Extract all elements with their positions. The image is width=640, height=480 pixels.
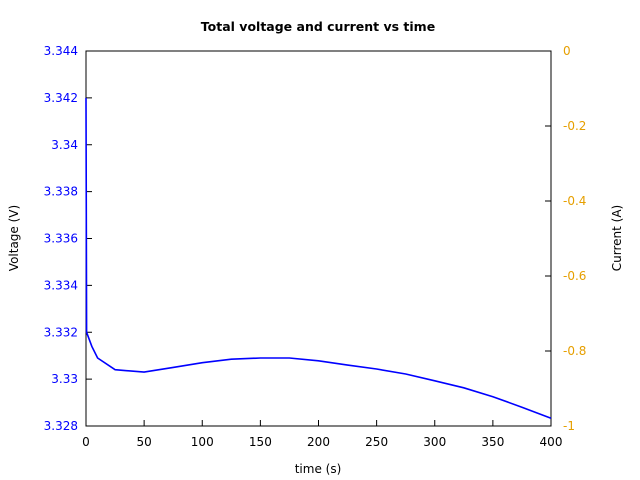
y-tick-label: 3.338 bbox=[44, 185, 78, 199]
y2-axis-label: Current (A) bbox=[610, 205, 624, 271]
x-tick-label: 150 bbox=[249, 435, 272, 449]
y2-tick-label: -1 bbox=[563, 419, 575, 433]
voltage-line bbox=[85, 97, 552, 420]
y-tick-label: 3.344 bbox=[44, 44, 78, 58]
y2-tick-label: -0.6 bbox=[563, 269, 586, 283]
x-tick-label: 250 bbox=[365, 435, 388, 449]
x-tick-label: 0 bbox=[82, 435, 90, 449]
y-tick-label: 3.342 bbox=[44, 91, 78, 105]
current-axis: -1 -0.8 -0.6 -0.4 -0.2 0 bbox=[545, 44, 586, 433]
x-tick-label: 400 bbox=[540, 435, 563, 449]
y2-tick-label: -0.4 bbox=[563, 194, 586, 208]
y2-tick-label: -0.8 bbox=[563, 344, 586, 358]
y-tick-label: 3.328 bbox=[44, 419, 78, 433]
y-tick-label: 3.336 bbox=[44, 232, 78, 246]
chart-title: Total voltage and current vs time bbox=[201, 19, 435, 34]
y2-tick-label: -0.2 bbox=[563, 119, 586, 133]
x-tick-label: 50 bbox=[136, 435, 151, 449]
x-axis-label: time (s) bbox=[295, 462, 342, 476]
voltage-axis: 3.328 3.33 3.332 3.334 3.336 3.338 3.34 3.342 3.… bbox=[44, 44, 92, 433]
y2-tick-label: 0 bbox=[563, 44, 571, 58]
y-tick-label: 3.332 bbox=[44, 325, 78, 339]
x-tick-label: 200 bbox=[307, 435, 330, 449]
x-tick-label: 300 bbox=[423, 435, 446, 449]
x-tick-label: 100 bbox=[191, 435, 214, 449]
y-tick-label: 3.33 bbox=[51, 372, 78, 386]
time-axis: 0 50 100 150 200 250 300 350 400 bbox=[82, 420, 562, 449]
y-tick-label: 3.334 bbox=[44, 278, 78, 292]
y-axis-label: Voltage (V) bbox=[7, 205, 21, 271]
y-tick-label: 3.34 bbox=[51, 138, 78, 152]
x-tick-label: 350 bbox=[481, 435, 504, 449]
